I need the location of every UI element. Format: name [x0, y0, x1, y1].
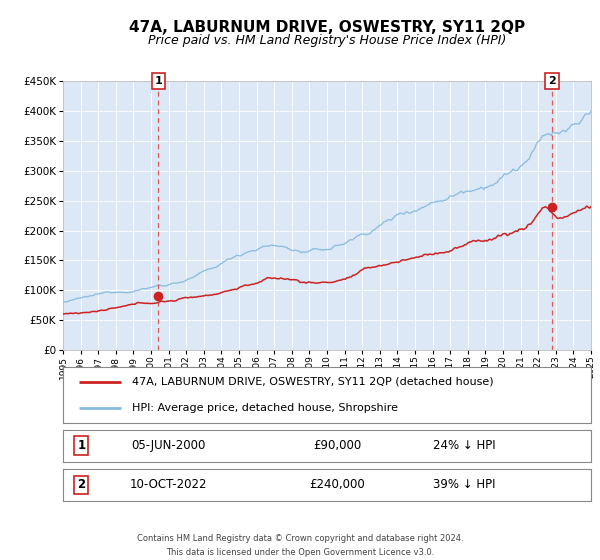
- Text: £90,000: £90,000: [313, 439, 362, 452]
- Text: 2: 2: [548, 76, 556, 86]
- Text: £240,000: £240,000: [310, 478, 365, 492]
- Text: Price paid vs. HM Land Registry's House Price Index (HPI): Price paid vs. HM Land Registry's House …: [148, 34, 506, 46]
- Text: 2: 2: [77, 478, 86, 492]
- Text: 05-JUN-2000: 05-JUN-2000: [131, 439, 206, 452]
- Text: HPI: Average price, detached house, Shropshire: HPI: Average price, detached house, Shro…: [131, 403, 398, 413]
- Text: 24% ↓ HPI: 24% ↓ HPI: [433, 439, 496, 452]
- Text: This data is licensed under the Open Government Licence v3.0.: This data is licensed under the Open Gov…: [166, 548, 434, 557]
- Text: 10-OCT-2022: 10-OCT-2022: [130, 478, 208, 492]
- Text: Contains HM Land Registry data © Crown copyright and database right 2024.: Contains HM Land Registry data © Crown c…: [137, 534, 463, 543]
- Text: 47A, LABURNUM DRIVE, OSWESTRY, SY11 2QP (detached house): 47A, LABURNUM DRIVE, OSWESTRY, SY11 2QP …: [131, 377, 493, 387]
- Text: 39% ↓ HPI: 39% ↓ HPI: [433, 478, 496, 492]
- Text: 47A, LABURNUM DRIVE, OSWESTRY, SY11 2QP: 47A, LABURNUM DRIVE, OSWESTRY, SY11 2QP: [129, 20, 525, 35]
- Text: 1: 1: [155, 76, 162, 86]
- Text: 1: 1: [77, 439, 86, 452]
